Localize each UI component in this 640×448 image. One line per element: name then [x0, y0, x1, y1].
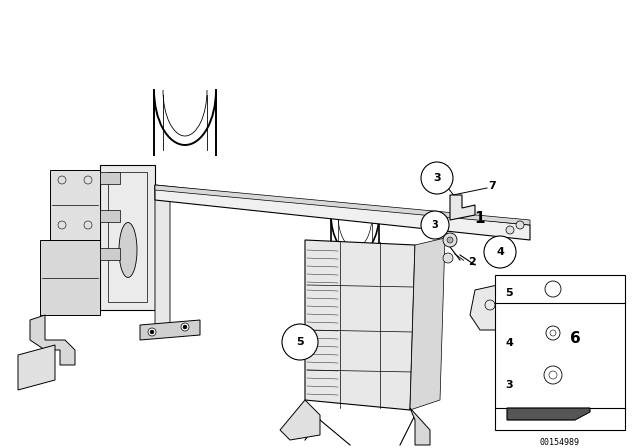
Bar: [100, 248, 120, 260]
Polygon shape: [140, 320, 200, 340]
Text: 7: 7: [488, 181, 496, 191]
Text: 00154989: 00154989: [540, 438, 580, 447]
Text: 1: 1: [475, 211, 485, 225]
Circle shape: [181, 323, 189, 331]
Bar: [100, 210, 120, 222]
Circle shape: [282, 324, 318, 360]
Polygon shape: [155, 185, 170, 330]
Bar: [495, 275, 625, 430]
Circle shape: [443, 253, 453, 263]
Polygon shape: [507, 408, 590, 420]
Polygon shape: [280, 400, 320, 440]
Circle shape: [506, 226, 514, 234]
Polygon shape: [100, 165, 155, 310]
Polygon shape: [155, 185, 530, 240]
Polygon shape: [40, 240, 100, 315]
Polygon shape: [30, 315, 75, 365]
Text: 3: 3: [431, 220, 438, 230]
Circle shape: [443, 233, 457, 247]
Circle shape: [183, 325, 187, 329]
Polygon shape: [450, 195, 475, 220]
Polygon shape: [155, 185, 530, 225]
Text: 6: 6: [570, 331, 580, 345]
Text: 4: 4: [505, 338, 513, 348]
Circle shape: [484, 236, 516, 268]
Text: 5: 5: [296, 337, 304, 347]
Text: 3: 3: [433, 173, 441, 183]
Ellipse shape: [119, 223, 137, 277]
Text: 4: 4: [496, 247, 504, 257]
Circle shape: [421, 162, 453, 194]
Polygon shape: [50, 170, 100, 240]
Circle shape: [421, 211, 449, 239]
Polygon shape: [410, 408, 430, 445]
Circle shape: [516, 221, 524, 229]
Polygon shape: [305, 240, 415, 410]
Polygon shape: [410, 238, 445, 410]
Polygon shape: [470, 280, 530, 330]
Circle shape: [447, 237, 453, 243]
Circle shape: [150, 330, 154, 334]
Polygon shape: [18, 345, 55, 390]
Text: 3: 3: [505, 380, 513, 390]
Bar: [100, 172, 120, 184]
Text: 2: 2: [468, 257, 476, 267]
Circle shape: [148, 328, 156, 336]
Text: 5: 5: [505, 288, 513, 298]
